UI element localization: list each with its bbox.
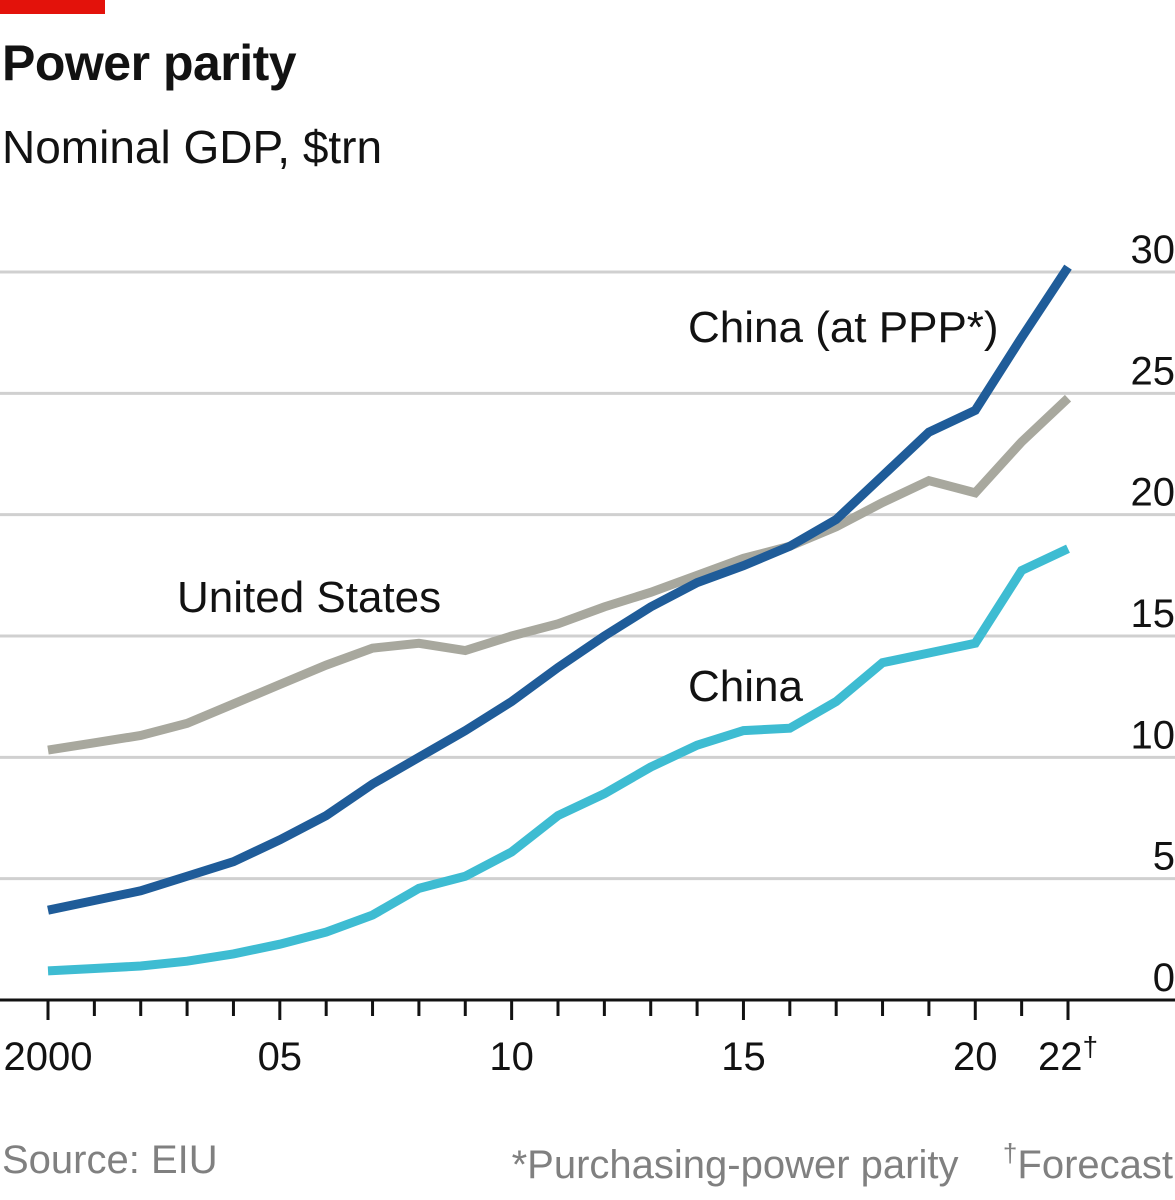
y-tick-label-25: 25 [1131,349,1175,393]
series-label-united-states: United States [177,573,441,622]
footnotes: *Purchasing-power parity †Forecast [512,1140,1173,1185]
series-label-china: China [688,662,803,711]
y-tick-label-5: 5 [1153,835,1175,879]
source-note: Source: EIU [2,1138,218,1182]
brand-red-tag [0,0,105,14]
x-axis-tick-labels: 2000 05 10 15 20 22† [4,1031,1099,1079]
y-tick-label-10: 10 [1131,713,1175,757]
x-tick-label-2022: 22† [1038,1031,1098,1079]
series-line-united-states [47,394,1072,755]
x-axis [0,998,1175,1020]
x-tick-label-2005: 05 [258,1035,303,1079]
y-tick-label-20: 20 [1131,471,1175,515]
series-line-china-at-ppp [47,264,1072,915]
y-tick-label-0: 0 [1153,956,1175,1000]
series-line-china [47,544,1070,976]
x-tick-label-2020: 20 [953,1035,998,1079]
x-tick-label-2000: 2000 [4,1035,93,1079]
y-axis-tick-labels: 0 5 10 15 20 25 30 [1131,228,1175,1000]
chart-title: Power parity [2,35,297,91]
series-label-china-at-ppp: China (at PPP*) [688,303,999,352]
y-tick-label-30: 30 [1131,228,1175,272]
forecast-footnote: Forecast [1017,1143,1173,1187]
series-lines [47,264,1072,976]
x-tick-label-2015: 15 [721,1035,766,1079]
x-tick-label-2010: 10 [489,1035,534,1079]
series-labels: China (at PPP*) United States China [177,303,999,711]
forecast-mark: † [1002,1138,1018,1168]
y-tick-label-15: 15 [1131,592,1175,636]
ppp-footnote: *Purchasing-power parity [511,1143,959,1187]
chart-subtitle: Nominal GDP, $trn [2,121,383,173]
